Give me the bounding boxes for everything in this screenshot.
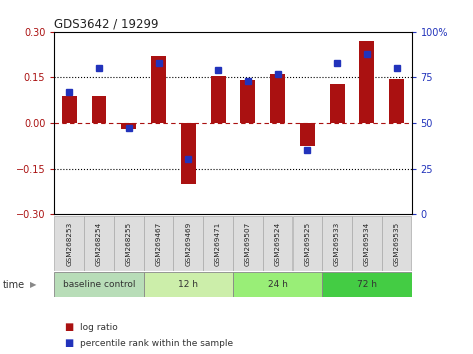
Text: GSM269469: GSM269469: [185, 221, 191, 266]
Bar: [54, 272, 144, 297]
Text: percentile rank within the sample: percentile rank within the sample: [80, 339, 234, 348]
Text: GSM269535: GSM269535: [394, 221, 400, 266]
Text: ■: ■: [64, 338, 73, 348]
Text: 12 h: 12 h: [178, 280, 198, 289]
Bar: [181, 123, 196, 184]
Bar: [92, 96, 106, 123]
Bar: [144, 272, 233, 297]
Text: GDS3642 / 19299: GDS3642 / 19299: [54, 18, 159, 31]
Bar: [270, 74, 285, 123]
Bar: [330, 84, 344, 123]
Bar: [144, 216, 174, 271]
Text: GSM269467: GSM269467: [156, 221, 162, 266]
Text: baseline control: baseline control: [63, 280, 135, 289]
Bar: [263, 216, 292, 271]
Bar: [62, 96, 77, 123]
Text: GSM269507: GSM269507: [245, 221, 251, 266]
Bar: [122, 123, 136, 129]
Bar: [300, 123, 315, 146]
Bar: [352, 216, 382, 271]
Bar: [382, 216, 412, 271]
Bar: [84, 216, 114, 271]
Bar: [233, 272, 322, 297]
Text: GSM269533: GSM269533: [334, 221, 340, 266]
Text: time: time: [2, 280, 25, 290]
Text: ▶: ▶: [30, 280, 36, 289]
Bar: [54, 216, 84, 271]
Text: GSM268254: GSM268254: [96, 221, 102, 266]
Text: ■: ■: [64, 322, 73, 332]
Bar: [240, 80, 255, 123]
Text: GSM269524: GSM269524: [275, 221, 280, 266]
Bar: [322, 216, 352, 271]
Text: log ratio: log ratio: [80, 323, 118, 332]
Text: GSM268255: GSM268255: [126, 221, 132, 266]
Bar: [292, 216, 322, 271]
Bar: [151, 56, 166, 123]
Bar: [389, 79, 404, 123]
Text: 24 h: 24 h: [268, 280, 288, 289]
Bar: [233, 216, 263, 271]
Text: GSM269525: GSM269525: [304, 221, 310, 266]
Bar: [359, 41, 374, 123]
Bar: [203, 216, 233, 271]
Text: 72 h: 72 h: [357, 280, 377, 289]
Text: GSM269471: GSM269471: [215, 221, 221, 266]
Bar: [114, 216, 144, 271]
Bar: [210, 76, 226, 123]
Text: GSM268253: GSM268253: [66, 221, 72, 266]
Text: GSM269534: GSM269534: [364, 221, 370, 266]
Bar: [322, 272, 412, 297]
Bar: [174, 216, 203, 271]
